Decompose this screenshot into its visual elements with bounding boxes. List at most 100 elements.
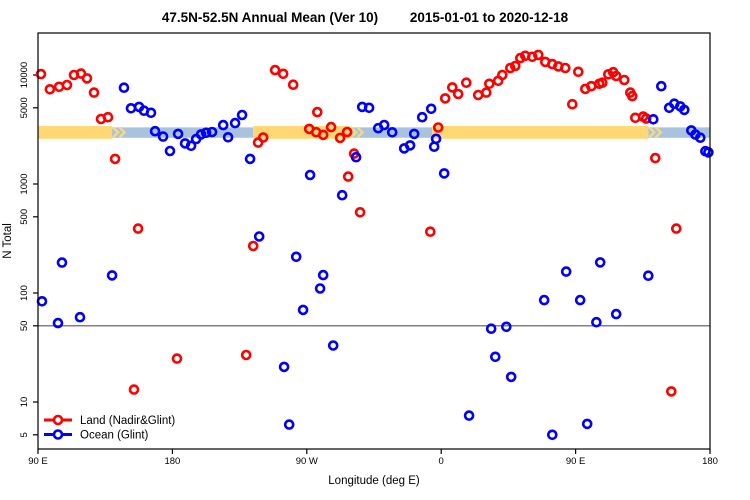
land-data-point [102,111,114,123]
ocean-data-point [610,308,622,320]
ocean-data-point [236,109,248,121]
y-axis-tick-label: 50 [19,321,30,332]
ocean-data-point [363,102,375,114]
legend-label-ocean: Ocean (Glint) [80,430,149,442]
land-data-point [665,386,677,397]
land-data-point [446,82,458,93]
land-data-point [670,223,682,234]
ocean-data-point [118,82,130,93]
band-transition-chevron [648,126,657,139]
land-data-point [649,152,661,164]
ocean-data-point [581,418,593,430]
land-data-point [269,64,281,76]
ocean-data-point [574,294,586,306]
ocean-data-point [290,251,302,263]
land-data-point [81,73,93,84]
ocean-data-point [297,304,309,316]
ocean-data-point [222,132,234,143]
band-transition-chevron [112,126,120,139]
land-data-point [277,68,289,80]
land-data-point [44,84,56,95]
land-data-point [311,106,323,118]
ocean-data-point [647,114,659,125]
y-axis-tick-label: 1000 [19,173,30,194]
ocean-points-layer [36,80,714,441]
land-data-point [61,79,73,91]
ocean-data-point [386,127,398,138]
y-axis-tick-label: 100 [19,285,30,301]
legend: Land (Nadir&Glint) Ocean (Glint) [44,414,175,442]
ocean-data-point [327,340,339,351]
ocean-data-point [278,361,290,373]
land-data-point [257,132,269,143]
ocean-data-point [378,119,390,131]
land-data-point [504,62,516,74]
land-data-point [317,129,329,141]
land-data-point [452,88,464,100]
ocean-data-point [217,119,229,131]
land-data-point [532,49,544,61]
land-data-point [128,384,140,395]
y-axis-title: N Total [2,223,14,259]
land-data-point [496,69,508,81]
ocean-data-point [505,371,517,383]
land-data-point [341,126,353,138]
ocean-data-point [430,133,442,145]
land-data-point [88,87,100,98]
ocean-data-point [489,351,501,363]
x-axis-tick-label: 180 [702,456,718,467]
land-data-point [132,223,144,234]
ocean-data-point [317,269,329,281]
chart-title: 47.5N-52.5N Annual Mean (Ver 10) [162,10,378,25]
land-data-point [354,207,366,218]
axes-layer: 10000 5000 1000 500 100 50 10 5 90 E 180 90 W 0 90 E… [19,62,718,467]
legend-circle-ocean [52,429,64,440]
x-axis-tick-label: 90 E [566,456,586,467]
land-data-point [342,171,354,182]
ocean-data-point [642,270,654,282]
ocean-data-point [125,103,137,114]
ocean-data-point [283,419,295,430]
land-data-point [596,77,608,88]
ocean-data-point [149,125,161,137]
land-data-point [424,226,436,237]
land-data-point [432,122,444,133]
ocean-data-point [500,321,512,333]
x-axis-tick-label: 0 [439,456,444,467]
land-data-point [509,60,521,72]
ocean-data-point [408,128,420,140]
ocean-data-point [350,151,362,163]
y-axis-tick-label: 10 [19,397,30,408]
land-data-point [240,349,252,361]
ocean-data-point [655,80,667,92]
x-axis-title: Longitude (deg E) [328,475,420,487]
ocean-data-point [703,147,714,158]
band-transition-chevron [350,126,358,139]
ocean-data-point [694,132,706,143]
band-transition-chevron [118,126,127,139]
legend-circle-land [52,414,64,426]
land-data-point [610,70,622,82]
ocean-data-point [164,145,176,157]
x-axis-tick-label: 90 E [28,456,48,467]
land-data-point [35,68,47,80]
mean-band-ocean-segment [350,127,433,138]
land-data-point [572,66,584,78]
ocean-data-point [416,111,428,123]
land-data-point [559,62,571,74]
ocean-data-point [463,410,475,421]
land-data-point [334,132,346,144]
ocean-data-point [438,168,450,179]
y-axis-tick-label: 5000 [19,97,30,118]
x-axis-tick-label: 90 W [296,456,318,467]
land-data-point [439,93,451,104]
ocean-data-point [229,117,241,129]
ocean-data-point [206,126,218,138]
chart-date-range: 2015-01-01 to 2020-12-18 [410,10,569,25]
land-data-point [287,79,299,90]
legend-symbols [44,414,72,440]
ocean-data-point [244,153,256,165]
land-data-point [472,89,484,101]
